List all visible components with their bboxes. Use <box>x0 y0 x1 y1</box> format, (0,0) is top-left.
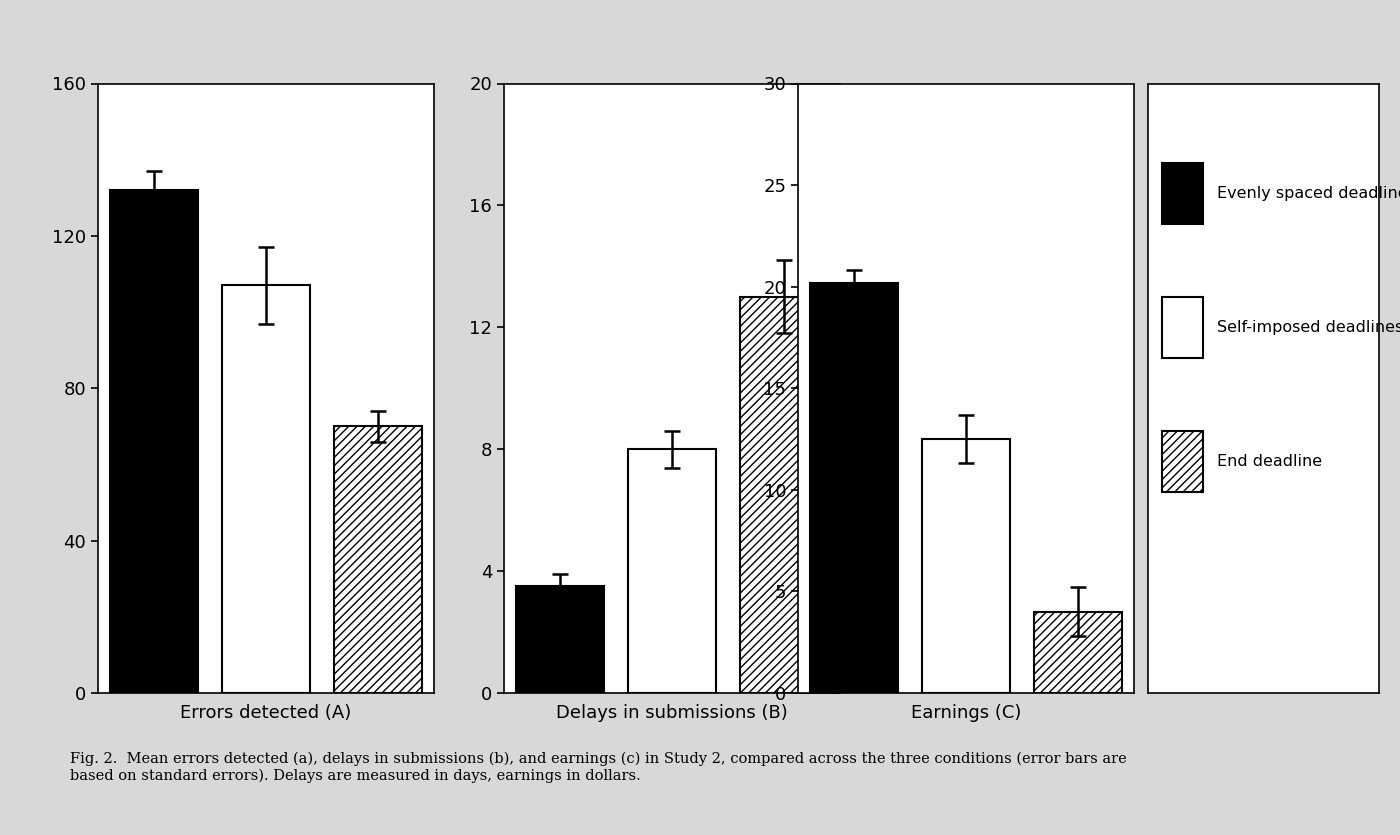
Bar <box>1162 296 1204 357</box>
X-axis label: Errors detected (A): Errors detected (A) <box>181 704 351 722</box>
Bar <box>811 282 897 693</box>
Text: Fig. 2.  Mean errors detected (a), delays in submissions (b), and earnings (c) i: Fig. 2. Mean errors detected (a), delays… <box>70 752 1127 782</box>
X-axis label: Earnings (C): Earnings (C) <box>911 704 1021 722</box>
Bar <box>111 190 197 693</box>
X-axis label: Delays in submissions (B): Delays in submissions (B) <box>556 704 788 722</box>
Text: Evenly spaced deadlines: Evenly spaced deadlines <box>1217 185 1400 200</box>
Bar <box>517 586 603 693</box>
Bar <box>223 286 309 693</box>
Bar <box>629 449 715 693</box>
Bar <box>1035 612 1121 693</box>
Bar <box>335 427 421 693</box>
Bar <box>923 439 1009 693</box>
Bar <box>1162 163 1204 224</box>
Text: End deadline: End deadline <box>1217 454 1323 469</box>
Bar <box>1162 431 1204 492</box>
Text: Self-imposed deadlines: Self-imposed deadlines <box>1217 320 1400 335</box>
Bar <box>741 296 827 693</box>
